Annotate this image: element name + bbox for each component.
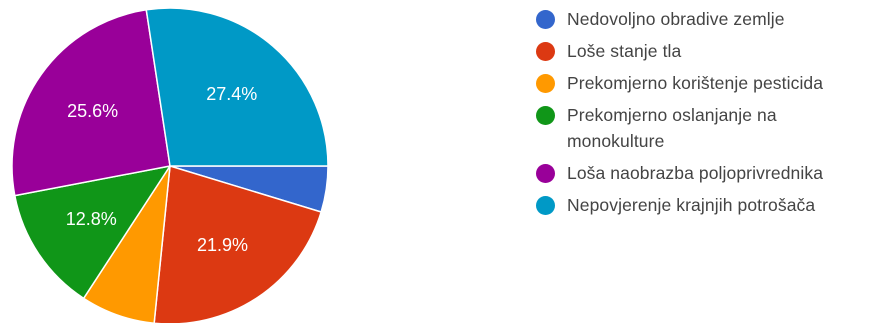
- slice-percentage-label: 27.4%: [206, 84, 257, 104]
- pie-slice[interactable]: [13, 164, 172, 300]
- legend-label: Loše stanje tla: [567, 41, 682, 61]
- legend-swatch-icon: [536, 105, 555, 125]
- legend-item[interactable]: Prekomjerno korištenje pesticida: [536, 70, 876, 96]
- slice-percentage-label: 21.9%: [197, 235, 248, 255]
- legend-swatch-icon: [536, 41, 555, 61]
- pie-slice[interactable]: [145, 7, 329, 167]
- slice-percentage-label: 12.8%: [66, 209, 117, 229]
- legend-label: Nepovjerenje krajnjih potrošača: [567, 195, 816, 215]
- legend-swatch-icon: [536, 73, 555, 93]
- pie-slice[interactable]: [11, 8, 171, 197]
- pie-chart: 21.9% 12.8% 25.6% 27.4%: [11, 7, 329, 323]
- legend-item[interactable]: Loša naobrazba poljoprivrednika: [536, 160, 876, 186]
- legend-swatch-icon: [536, 163, 555, 183]
- pie-slice[interactable]: [153, 165, 323, 323]
- legend-label: Nedovoljno obradive zemlje: [567, 9, 785, 29]
- legend-label: Loša naobrazba poljoprivrednika: [567, 163, 824, 183]
- legend-item[interactable]: Loše stanje tla: [536, 38, 876, 64]
- legend-item[interactable]: Nedovoljno obradive zemlje: [536, 6, 876, 32]
- chart-legend: Nedovoljno obradive zemlje Loše stanje tl…: [536, 6, 876, 224]
- legend-swatch-icon: [536, 9, 555, 29]
- legend-swatch-icon: [536, 195, 555, 215]
- legend-label: Prekomjerno korištenje pesticida: [567, 73, 824, 93]
- slice-percentage-label: 25.6%: [67, 101, 118, 121]
- legend-item[interactable]: Nepovjerenje krajnjih potrošača: [536, 192, 876, 218]
- legend-label: Prekomjerno oslanjanje na monokulture: [567, 105, 777, 151]
- legend-item[interactable]: Prekomjerno oslanjanje na monokulture: [536, 102, 876, 154]
